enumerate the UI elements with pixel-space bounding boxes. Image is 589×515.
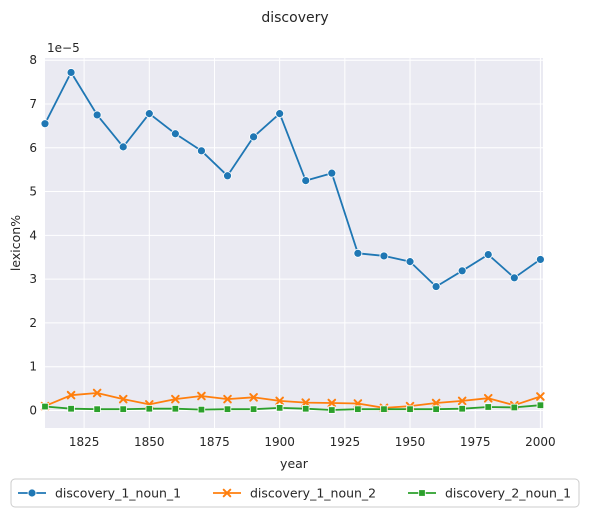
y-tick-label: 5 xyxy=(29,185,37,199)
data-point xyxy=(144,109,154,119)
legend-box xyxy=(10,478,580,508)
data-point xyxy=(380,405,388,413)
data-point xyxy=(432,405,440,413)
data-point xyxy=(170,129,180,139)
x-tick-label: 1825 xyxy=(69,435,100,449)
series-lines xyxy=(44,71,541,411)
data-point xyxy=(249,393,258,402)
y-tick-label: 6 xyxy=(29,141,37,155)
data-point xyxy=(379,251,389,261)
data-point xyxy=(40,119,50,129)
y-tick-label: 8 xyxy=(29,53,37,67)
data-point xyxy=(197,405,206,414)
data-point xyxy=(67,405,75,413)
series-line xyxy=(44,71,541,288)
x-tick-label: 1950 xyxy=(395,435,426,449)
legend: discovery_1_noun_1 discovery_1_noun_2 disc… xyxy=(10,478,580,508)
data-point xyxy=(93,405,101,413)
data-point xyxy=(483,393,493,403)
data-point xyxy=(484,403,492,411)
data-point xyxy=(354,405,362,413)
data-point xyxy=(328,406,336,414)
data-point xyxy=(302,405,310,413)
data-point xyxy=(119,405,127,413)
y-tick-label: 2 xyxy=(29,316,37,330)
legend-marker xyxy=(418,489,426,497)
plot-area xyxy=(45,58,543,428)
data-point xyxy=(66,68,76,77)
data-point xyxy=(171,394,180,404)
y-tick-label: 0 xyxy=(29,403,37,417)
data-point xyxy=(510,403,519,412)
x-tick-labels: 1825 1850 1875 1900 1925 1950 1975 2000 xyxy=(69,435,556,449)
series-markers xyxy=(40,68,545,414)
data-point xyxy=(118,394,128,404)
series-line xyxy=(44,404,541,411)
data-point xyxy=(457,266,467,276)
y-tick-label: 1 xyxy=(29,360,37,374)
legend-items: discovery_1_noun_1 discovery_1_noun_2 disc… xyxy=(18,486,571,501)
y-tick-label: 4 xyxy=(29,228,37,242)
data-point xyxy=(275,396,284,406)
data-point xyxy=(327,168,337,178)
data-point xyxy=(197,146,206,156)
data-point xyxy=(249,405,258,413)
x-tick-label: 1900 xyxy=(264,435,295,449)
chart-title: discovery xyxy=(261,10,328,26)
data-point xyxy=(145,405,153,413)
legend-label: discovery_2_noun_1 xyxy=(445,486,571,501)
data-point xyxy=(41,402,49,411)
y-axis-label: lexicon% xyxy=(8,215,23,271)
data-point xyxy=(327,398,337,408)
data-point xyxy=(353,248,363,258)
legend-marker xyxy=(27,488,37,498)
data-point xyxy=(171,405,180,413)
data-point xyxy=(535,255,545,264)
data-point xyxy=(405,257,415,267)
grid-lines xyxy=(45,58,543,428)
data-point xyxy=(431,398,441,408)
data-point xyxy=(509,273,519,283)
data-point xyxy=(197,391,206,401)
x-axis-label: year xyxy=(280,456,309,471)
data-point xyxy=(92,388,102,398)
data-point xyxy=(275,404,284,412)
y-tick-labels: 0 1 2 3 4 5 6 7 8 xyxy=(29,53,37,417)
data-point xyxy=(223,394,232,404)
data-point xyxy=(301,176,311,186)
x-tick-label: 1925 xyxy=(330,435,361,449)
y-scale-label: 1e−5 xyxy=(47,41,80,55)
legend-label: discovery_1_noun_1 xyxy=(55,486,181,501)
data-point xyxy=(92,110,102,120)
data-point xyxy=(301,398,311,407)
data-point xyxy=(66,390,76,400)
y-tick-label: 7 xyxy=(29,97,37,111)
data-point xyxy=(118,142,128,152)
data-point xyxy=(275,109,285,119)
x-tick-label: 1875 xyxy=(199,435,230,449)
y-tick-label: 3 xyxy=(29,272,37,286)
data-point xyxy=(223,171,232,181)
x-tick-label: 1975 xyxy=(460,435,491,449)
data-point xyxy=(458,405,466,413)
data-point xyxy=(457,396,467,406)
data-point xyxy=(536,401,545,409)
data-point xyxy=(483,250,493,260)
data-point xyxy=(249,132,258,142)
legend-marker xyxy=(222,488,232,498)
legend-label: discovery_1_noun_2 xyxy=(250,486,376,501)
data-point xyxy=(223,405,232,413)
data-point xyxy=(406,405,414,413)
data-point xyxy=(536,392,545,401)
series-line xyxy=(44,392,541,409)
x-tick-label: 2000 xyxy=(525,435,556,449)
x-tick-label: 1850 xyxy=(134,435,165,449)
data-point xyxy=(431,282,441,291)
